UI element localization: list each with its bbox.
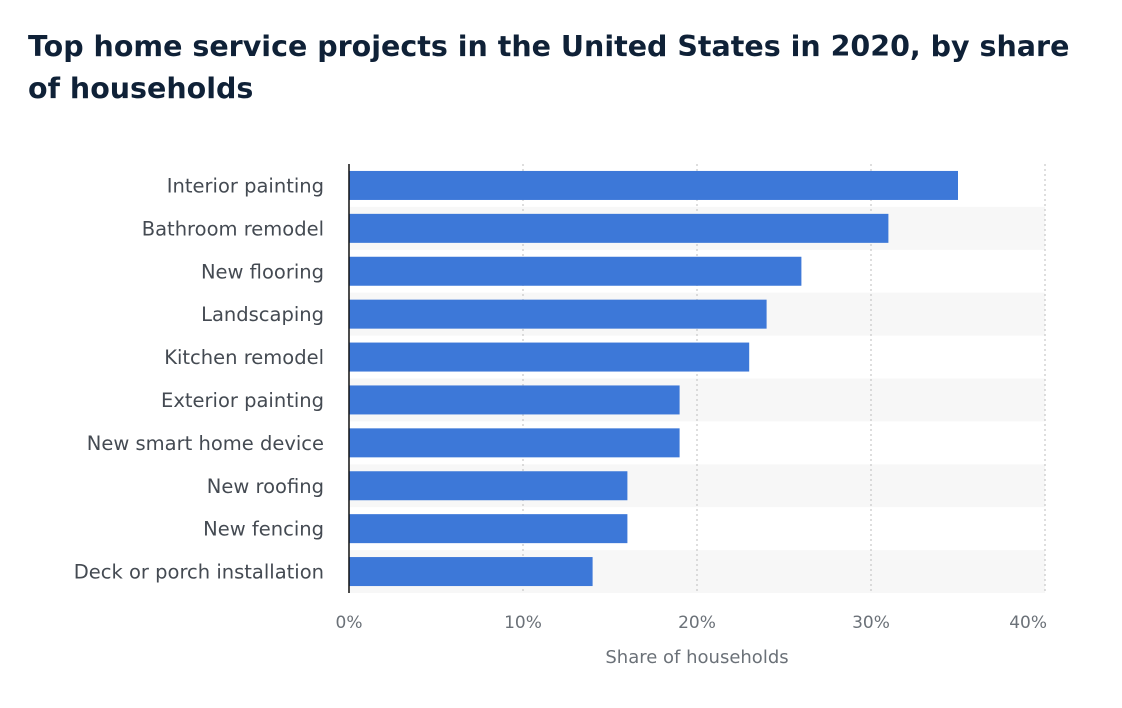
x-tick-labels: 0% 10% 20% 30% 40% (336, 613, 1047, 633)
category-label: Interior painting (167, 174, 324, 197)
category-label: Exterior painting (161, 389, 324, 412)
x-tick-label: 30% (852, 613, 890, 633)
bar[interactable] (349, 514, 628, 544)
category-labels: Interior painting Bathroom remodel New flo… (74, 174, 324, 583)
bar[interactable] (349, 256, 802, 286)
category-label: New smart home device (87, 432, 324, 455)
x-tick-label: 40% (1009, 613, 1047, 633)
x-tick-label: 10% (504, 613, 542, 633)
bar[interactable] (349, 428, 680, 458)
category-label: Bathroom remodel (142, 217, 324, 240)
x-tick-label: 20% (678, 613, 716, 633)
bars (349, 170, 958, 587)
category-label: New flooring (201, 260, 324, 283)
bar[interactable] (349, 170, 958, 200)
bar[interactable] (349, 299, 767, 329)
bar[interactable] (349, 342, 750, 372)
bar[interactable] (349, 471, 628, 501)
category-label: Deck or porch installation (74, 561, 324, 584)
category-label: Kitchen remodel (164, 346, 324, 369)
category-label: Landscaping (201, 303, 324, 326)
x-axis-title: Share of households (605, 647, 788, 668)
chart-title: Top home service projects in the United … (28, 30, 1070, 105)
bar[interactable] (349, 213, 889, 243)
x-tick-label: 0% (336, 613, 363, 633)
category-label: New roofing (207, 475, 324, 498)
bar[interactable] (349, 557, 593, 587)
bar[interactable] (349, 385, 680, 415)
category-label: New fencing (203, 518, 324, 541)
